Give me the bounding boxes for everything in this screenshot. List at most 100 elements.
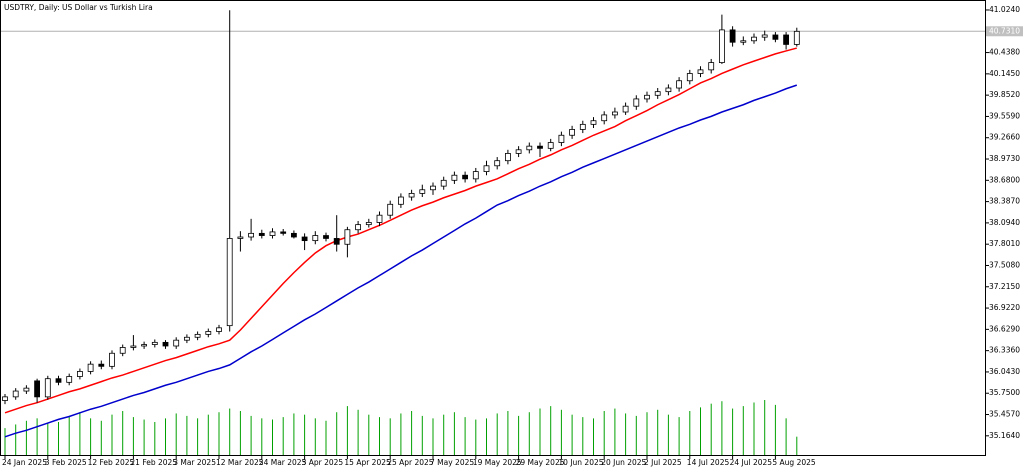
y-tick-label: 38.3870 [989,197,1020,206]
candle-body [397,196,404,205]
candle-body [12,390,19,398]
y-tick-label: 41.0240 [989,5,1020,14]
candle-body [622,105,629,113]
x-tick-label: 3 Feb 2025 [45,458,87,467]
moving-average [4,84,798,438]
x-tick-label: 5 Aug 2025 [772,458,815,467]
x-tick-label: 14 Jul 2025 [687,458,730,467]
y-tick-label: 37.2150 [989,282,1020,291]
x-tick-label: 3 Mar 2025 [173,458,216,467]
candle-body [312,235,319,242]
x-tick-label: 2 Jul 2025 [644,458,682,467]
x-tick-label: 19 May 2025 [473,458,522,467]
x-tick-label: 20 Jun 2025 [601,458,646,467]
candle-body [783,34,789,45]
y-tick-label: 37.5080 [989,260,1020,269]
y-tick-label: 39.2660 [989,133,1020,142]
candle-body [676,80,682,89]
candle-body [258,232,265,236]
candle-body [98,363,105,367]
x-tick-label: 24 Mar 2025 [259,458,307,467]
candle-body [751,36,757,42]
candle-body [387,203,394,216]
candle-body [612,111,618,116]
x-tick-label: 21 Feb 2025 [130,458,177,467]
y-tick-label: 40.4380 [989,48,1020,57]
candle-body [601,114,608,122]
candle-body [719,29,725,63]
candle-body [66,376,73,383]
candle-body [579,123,586,130]
candle-body [483,165,490,172]
candle-body [462,174,469,180]
y-tick-label: 39.8520 [989,90,1020,99]
candle-body [87,363,94,372]
candle-body [365,222,372,226]
candle-body [205,331,212,335]
candle-body [708,62,715,71]
candle-body [494,160,501,167]
y-tick-label: 39.5590 [989,111,1020,120]
candle-body [697,69,704,74]
bid-label: 40.7310 [989,26,1020,35]
y-tick-label: 36.3360 [989,346,1020,355]
candle-body [194,333,201,338]
moving-average [4,47,797,414]
candle-body [590,120,597,125]
candle-body [151,341,158,345]
candle-body [44,378,51,398]
x-tick-label: 29 May 2025 [516,458,565,467]
candle-body [665,87,672,93]
candle-body [515,149,522,154]
candle-body [290,232,297,238]
x-tick-label: 10 Jun 2025 [558,458,603,467]
candle-body [376,214,383,223]
candle-body [772,34,779,40]
candle-body [537,145,543,149]
x-tick-label: 24 Jul 2025 [730,458,773,467]
candle-body [119,347,126,354]
chart-title: USDTRY, Daily: US Dollar vs Turkish Lira [4,3,153,12]
y-tick-label: 38.9730 [989,154,1020,163]
x-tick-label: 25 Apr 2025 [387,458,434,467]
x-tick-label: 12 Feb 2025 [88,458,135,467]
candle-body [301,236,308,242]
bid-label-box [986,26,1023,37]
plot-frame [0,0,986,456]
y-tick-label: 35.1640 [989,431,1020,440]
candle-body [729,29,736,43]
candle-body [226,238,233,327]
candle-body [162,341,169,347]
candle-body [633,98,640,107]
candle-body [569,129,575,136]
candle-body [430,185,436,191]
x-tick-label: 12 Mar 2025 [216,458,264,467]
candle-body [644,94,650,100]
x-tick-label: 7 May 2025 [430,458,474,467]
candle-body [141,344,148,347]
y-tick-label: 37.8010 [989,239,1020,248]
candle-body [547,142,554,149]
candle-body [323,235,329,239]
candle-body [504,153,511,162]
y-tick-label: 38.6800 [989,175,1020,184]
x-tick-label: 3 Apr 2025 [302,458,344,467]
candle-body [355,224,362,231]
candle-body [761,34,768,38]
candle-body [440,179,447,187]
y-tick-label: 35.4570 [989,410,1020,419]
candle-body [55,378,62,383]
y-tick-label: 36.9220 [989,303,1020,312]
candle-body [216,327,222,332]
y-tick-label: 40.1450 [989,69,1020,78]
candle-body [130,345,137,348]
candle-body [558,134,565,143]
candle-body [237,236,244,239]
candle-body [77,371,83,377]
candle-body [269,231,276,236]
candle-body [2,396,8,401]
candle-body [451,174,458,181]
candle-body [419,189,426,194]
